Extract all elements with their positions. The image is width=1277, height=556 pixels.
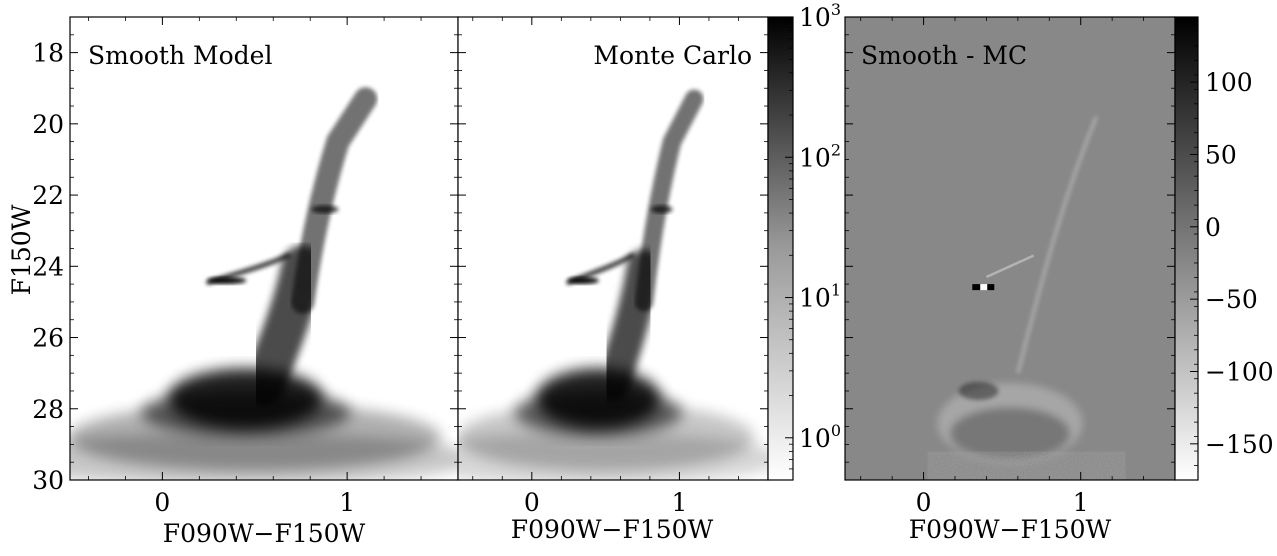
difference-label: Smooth - MC <box>861 41 1027 70</box>
main-sequence-core <box>514 388 682 437</box>
x-tick-label: 0 <box>916 488 932 517</box>
red-clump <box>207 277 247 285</box>
residual-turnoff <box>958 381 999 400</box>
x-tick-label: 1 <box>339 488 355 517</box>
log-colorbar-ticks: 100 101 102 103 <box>785 0 841 481</box>
y-tick-label: 18 <box>32 39 64 68</box>
colorbar-tick-label: 102 <box>799 140 841 172</box>
main-sequence-core <box>140 388 351 437</box>
residual-clump-streak <box>985 254 1035 279</box>
x-tick-label: 1 <box>671 488 687 517</box>
x-tick-label: 0 <box>154 488 170 517</box>
colorbar-tick-label: 100 <box>799 421 841 453</box>
residual-clump-light <box>980 284 988 291</box>
smooth-model-label: Smooth Model <box>88 41 272 70</box>
x-tick-label: 1 <box>1073 488 1089 517</box>
y-tick-label: 20 <box>32 110 64 139</box>
residual-rgb <box>1016 116 1098 374</box>
colorbar-tick-label: 50 <box>1205 140 1237 169</box>
colorbar-tick-label: −50 <box>1205 285 1258 314</box>
y-tick-label: 28 <box>32 395 64 424</box>
smooth-model-ticks: 0 1 18 20 22 24 26 28 30 <box>32 17 458 517</box>
x-axis-title-c: F090W−F150W <box>909 515 1112 544</box>
rgb-bump <box>650 205 673 214</box>
monte-carlo-label: Monte Carlo <box>593 41 752 70</box>
x-axis-title-a: F090W−F150W <box>163 519 366 548</box>
red-clump <box>567 277 599 285</box>
smooth-model-heatmap <box>70 87 458 480</box>
rgb-bump <box>311 205 339 214</box>
colorbar-tick-label: 103 <box>799 0 841 32</box>
red-giant-branch <box>291 87 378 314</box>
residual-clump-dark <box>972 284 981 291</box>
colorbar-tick-label: −150 <box>1205 430 1274 459</box>
red-giant-branch <box>634 89 704 312</box>
residual-noise <box>927 451 1126 480</box>
colorbar-tick-label: 0 <box>1205 213 1221 242</box>
y-tick-label: 24 <box>32 252 64 281</box>
log-colorbar <box>767 16 794 481</box>
y-tick-label: 26 <box>32 324 64 353</box>
monte-carlo-heatmap <box>458 89 768 480</box>
y-axis-title: F150W <box>7 204 36 295</box>
residual-ms-dark <box>950 407 1070 460</box>
smooth-model-panel: Smooth Model 0 1 18 20 22 24 26 28 30 F090W−F150… <box>7 16 459 548</box>
x-axis-title-b: F090W−F150W <box>511 515 714 544</box>
colorbar-tick-label: 101 <box>799 281 841 313</box>
x-tick-label: 0 <box>524 488 540 517</box>
difference-heatmap <box>845 116 1175 480</box>
residual-clump-dark <box>987 284 995 291</box>
colorbar-tick-label: 100 <box>1205 68 1253 97</box>
y-tick-label: 22 <box>32 181 64 210</box>
linear-colorbar-ticks: 100 50 0 −50 −100 −150 <box>1190 16 1274 481</box>
colorbar-tick-label: −100 <box>1205 357 1274 386</box>
y-tick-label: 30 <box>32 466 64 495</box>
